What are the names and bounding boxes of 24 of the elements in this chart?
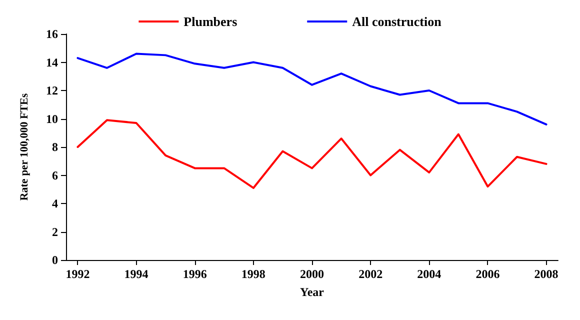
x-axis-title: Year bbox=[300, 285, 325, 299]
y-axis-title: Rate per 100,000 FTEs bbox=[18, 92, 30, 201]
y-tick-label: 10 bbox=[46, 112, 58, 126]
line-series bbox=[76, 52, 548, 126]
x-tick-label: 2002 bbox=[358, 267, 383, 281]
y-tick-label: 8 bbox=[52, 140, 58, 154]
y-tick-label: 0 bbox=[52, 253, 58, 267]
legend-label: All construction bbox=[352, 14, 442, 29]
y-tick-label: 4 bbox=[52, 196, 58, 210]
y-tick-label: 12 bbox=[46, 84, 58, 98]
x-tick-label: 1994 bbox=[124, 267, 148, 281]
y-tick-label: 6 bbox=[52, 168, 58, 182]
y-tick-label: 2 bbox=[52, 224, 58, 239]
legend-label: Plumbers bbox=[184, 14, 238, 29]
x-tick-label: 2006 bbox=[476, 267, 500, 281]
x-tick-label: 1998 bbox=[241, 267, 266, 281]
x-tick-label: 2004 bbox=[417, 267, 442, 281]
x-tick-label: 2008 bbox=[534, 267, 558, 281]
x-tick-label: 1992 bbox=[66, 267, 90, 281]
y-tick-label: 16 bbox=[46, 27, 58, 41]
x-tick-label: 1996 bbox=[182, 267, 207, 281]
y-tick-label: 14 bbox=[46, 55, 58, 70]
x-tick-label: 2000 bbox=[300, 267, 324, 281]
line-series bbox=[76, 119, 548, 189]
